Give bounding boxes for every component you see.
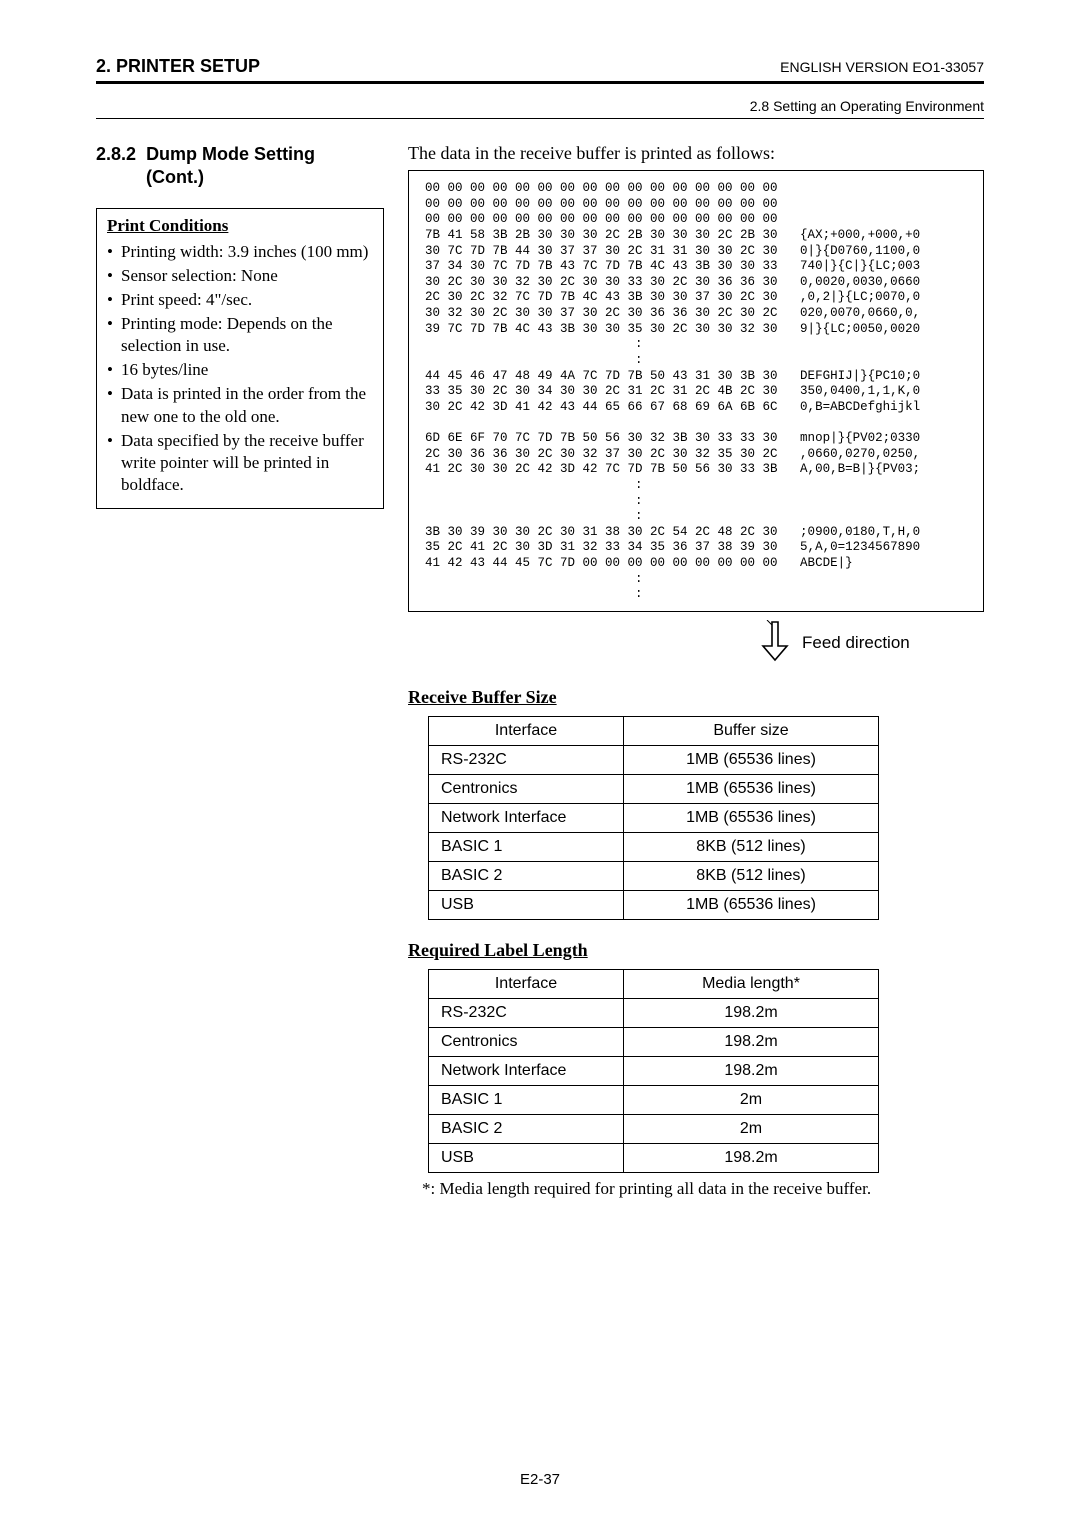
table-cell: BASIC 2	[429, 1114, 624, 1143]
print-conditions-box: Print Conditions Printing width: 3.9 inc…	[96, 208, 384, 509]
table-cell: 8KB (512 lines)	[624, 861, 879, 890]
table-cell: 1MB (65536 lines)	[624, 774, 879, 803]
print-condition-item: Data specified by the receive buffer wri…	[107, 430, 373, 496]
table-cell: 198.2m	[624, 1056, 879, 1085]
footnote: *: Media length required for printing al…	[422, 1179, 984, 1199]
table-header: Interface	[429, 969, 624, 998]
table-cell: 198.2m	[624, 1027, 879, 1056]
table-cell: 198.2m	[624, 998, 879, 1027]
section-title-1: Dump Mode Setting	[146, 144, 315, 164]
header-rule-thin	[96, 118, 984, 119]
table-cell: USB	[429, 1143, 624, 1172]
hex-dump-box: 00 00 00 00 00 00 00 00 00 00 00 00 00 0…	[408, 170, 984, 612]
section-number: 2.8.2	[96, 144, 136, 164]
buffer-size-table: Interface Buffer size RS-232C1MB (65536 …	[428, 716, 879, 920]
feed-arrow-icon	[758, 620, 792, 667]
table-cell: 1MB (65536 lines)	[624, 745, 879, 774]
print-condition-item: Sensor selection: None	[107, 265, 373, 287]
table-cell: USB	[429, 890, 624, 919]
table-cell: BASIC 2	[429, 861, 624, 890]
table-cell: BASIC 1	[429, 832, 624, 861]
header-rule-thick	[96, 81, 984, 84]
table-cell: 1MB (65536 lines)	[624, 890, 879, 919]
feed-direction-label: Feed direction	[802, 633, 910, 653]
table-cell: BASIC 1	[429, 1085, 624, 1114]
table-cell: 198.2m	[624, 1143, 879, 1172]
page-number: E2-37	[0, 1471, 1080, 1488]
table-cell: Network Interface	[429, 1056, 624, 1085]
section-heading: 2.8.2 Dump Mode Setting (Cont.)	[96, 143, 384, 190]
print-condition-item: Data is printed in the order from the ne…	[107, 383, 373, 427]
print-conditions-heading: Print Conditions	[107, 215, 373, 237]
table-cell: 1MB (65536 lines)	[624, 803, 879, 832]
print-condition-item: Printing width: 3.9 inches (100 mm)	[107, 241, 373, 263]
header-version: ENGLISH VERSION EO1-33057	[780, 59, 984, 75]
table-header: Interface	[429, 716, 624, 745]
table-cell: 2m	[624, 1085, 879, 1114]
label-length-heading: Required Label Length	[408, 940, 984, 961]
intro-text: The data in the receive buffer is printe…	[408, 143, 984, 164]
print-condition-item: 16 bytes/line	[107, 359, 373, 381]
table-cell: 8KB (512 lines)	[624, 832, 879, 861]
table-cell: RS-232C	[429, 745, 624, 774]
table-cell: Centronics	[429, 774, 624, 803]
table-cell: Centronics	[429, 1027, 624, 1056]
header-subsection: 2.8 Setting an Operating Environment	[96, 98, 984, 114]
section-title-2: (Cont.)	[146, 167, 204, 187]
table-cell: Network Interface	[429, 803, 624, 832]
buffer-size-heading: Receive Buffer Size	[408, 687, 984, 708]
table-cell: RS-232C	[429, 998, 624, 1027]
header-section-title: 2. PRINTER SETUP	[96, 56, 260, 77]
table-header: Media length*	[624, 969, 879, 998]
print-condition-item: Print speed: 4"/sec.	[107, 289, 373, 311]
table-cell: 2m	[624, 1114, 879, 1143]
label-length-table: Interface Media length* RS-232C198.2m Ce…	[428, 969, 879, 1173]
table-header: Buffer size	[624, 716, 879, 745]
print-condition-item: Printing mode: Depends on the selection …	[107, 313, 373, 357]
